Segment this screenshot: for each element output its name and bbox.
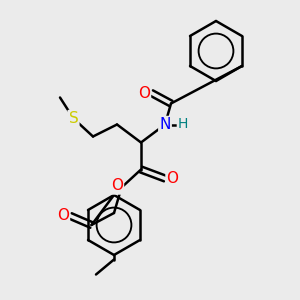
Text: O: O (111, 178, 123, 194)
Text: O: O (138, 85, 150, 100)
Text: N: N (159, 117, 171, 132)
Text: S: S (69, 111, 78, 126)
Text: O: O (167, 171, 178, 186)
Text: H: H (178, 118, 188, 131)
Text: O: O (57, 208, 69, 224)
